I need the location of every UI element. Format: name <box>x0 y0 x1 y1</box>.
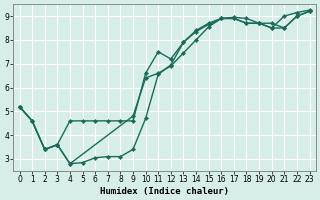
X-axis label: Humidex (Indice chaleur): Humidex (Indice chaleur) <box>100 187 229 196</box>
